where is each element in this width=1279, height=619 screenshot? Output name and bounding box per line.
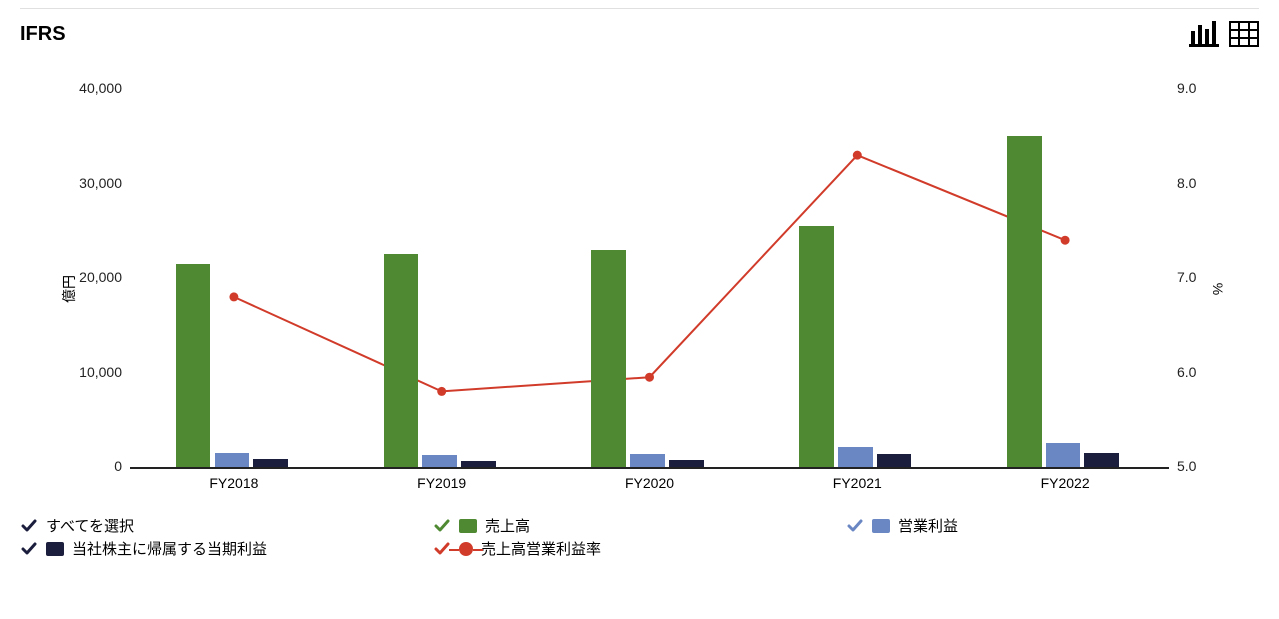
bar-net_income[interactable] [1084,453,1119,467]
bar-op_income[interactable] [215,453,250,467]
ytick-left: 0 [114,458,122,474]
marker-op_margin[interactable] [229,292,238,301]
legend-label: 当社株主に帰属する当期利益 [72,538,267,559]
bar-op_income[interactable] [1046,443,1081,467]
legend: すべてを選択 売上高 営業利益当社株主に帰属する当期利益 売上高営業利益率 [20,515,1259,559]
view-toggle [1189,21,1259,47]
plot-area: 010,00020,00030,00040,0005.06.07.08.09.0… [130,89,1169,469]
marker-op_margin[interactable] [645,373,654,382]
ytick-left: 20,000 [79,269,122,285]
bar-net_income[interactable] [253,459,288,467]
x-category-label: FY2020 [625,475,674,491]
ytick-right: 9.0 [1177,80,1196,96]
header-bar: IFRS [20,8,1259,59]
bar-net_income[interactable] [461,461,496,467]
legend-swatch [872,519,890,533]
bar-chart-icon[interactable] [1189,21,1219,47]
legend-swatch [459,519,477,533]
legend-item-select_all[interactable]: すべてを選択 [20,515,433,536]
x-category-label: FY2019 [417,475,466,491]
bar-revenue[interactable] [176,264,211,467]
ytick-right: 8.0 [1177,175,1196,191]
bar-revenue[interactable] [799,226,834,467]
legend-label: 売上高営業利益率 [481,538,601,559]
table-icon[interactable] [1229,21,1259,47]
legend-item-op_income[interactable]: 営業利益 [846,515,1259,536]
bar-op_income[interactable] [630,454,665,467]
legend-swatch [46,542,64,556]
bar-op_income[interactable] [422,455,457,467]
legend-label: 売上高 [485,515,530,536]
legend-label: すべてを選択 [46,515,134,536]
ytick-right: 7.0 [1177,269,1196,285]
check-icon [20,540,38,558]
ytick-right: 6.0 [1177,364,1196,380]
line-op_margin[interactable] [234,155,1065,391]
page-title: IFRS [20,23,66,46]
ytick-right: 5.0 [1177,458,1196,474]
x-category-label: FY2018 [209,475,258,491]
check-icon [433,517,451,535]
ytick-left: 30,000 [79,175,122,191]
check-icon [20,517,38,535]
bar-net_income[interactable] [669,460,704,467]
bar-revenue[interactable] [1007,136,1042,467]
x-category-label: FY2022 [1041,475,1090,491]
legend-swatch [459,542,473,556]
y-axis-left-label: 億円 [59,275,79,303]
legend-item-revenue[interactable]: 売上高 [433,515,846,536]
bar-op_income[interactable] [838,447,873,467]
legend-label: 営業利益 [898,515,958,536]
x-category-label: FY2021 [833,475,882,491]
legend-item-op_margin[interactable]: 売上高営業利益率 [433,538,846,559]
marker-op_margin[interactable] [1061,236,1070,245]
ytick-left: 40,000 [79,80,122,96]
bar-revenue[interactable] [591,250,626,467]
legend-item-net_income[interactable]: 当社株主に帰属する当期利益 [20,538,433,559]
marker-op_margin[interactable] [853,151,862,160]
ytick-left: 10,000 [79,364,122,380]
marker-op_margin[interactable] [437,387,446,396]
bar-revenue[interactable] [384,254,419,467]
check-icon [846,517,864,535]
bar-net_income[interactable] [877,454,912,467]
chart: 億円 % 010,00020,00030,00040,0005.06.07.08… [20,69,1259,509]
y-axis-right-label: % [1210,283,1226,295]
